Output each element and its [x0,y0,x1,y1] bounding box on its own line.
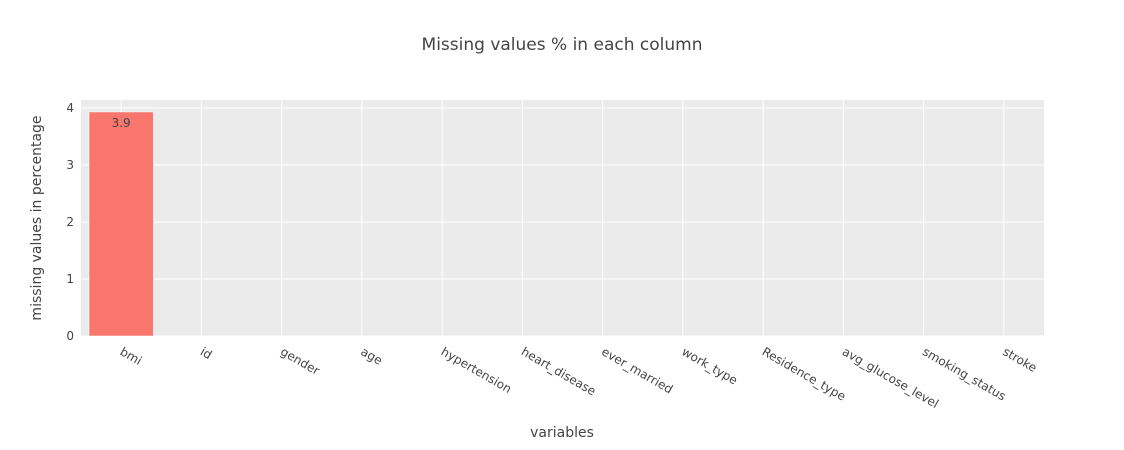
y-axis-title: missing values in percentage [29,115,45,320]
x-axis-title: variables [530,425,594,441]
y-tick-label: 3 [66,158,74,172]
x-tick-label: gender [278,344,322,377]
plot-area [81,100,1044,336]
x-tick-label: stroke [1000,344,1039,375]
chart-title: Missing values % in each column [422,35,703,55]
x-tick-label: ever_married [599,344,675,396]
x-tick-label: age [358,344,384,367]
bar-bmi [88,111,154,337]
bars [88,111,154,337]
x-tick-label: Residence_type [760,344,849,403]
data-label-bmi: 3.9 [112,116,131,130]
x-tick-label: hypertension [439,344,514,396]
y-tick-label: 4 [66,101,74,115]
x-tick-label: bmi [118,344,145,367]
y-tick-label: 1 [66,272,74,286]
y-tick-labels: 0 1 2 3 4 [66,101,74,343]
data-labels: 3.9 [112,116,131,130]
gridlines [81,100,1044,337]
y-tick-label: 0 [66,329,74,343]
x-tick-label: heart_disease [519,344,598,398]
x-tick-labels: bmi id gender age hypertension heart_disease e… [118,344,1040,410]
x-tick-label: work_type [679,344,740,387]
x-tick-label: id [198,344,214,362]
y-tick-label: 2 [66,215,74,229]
